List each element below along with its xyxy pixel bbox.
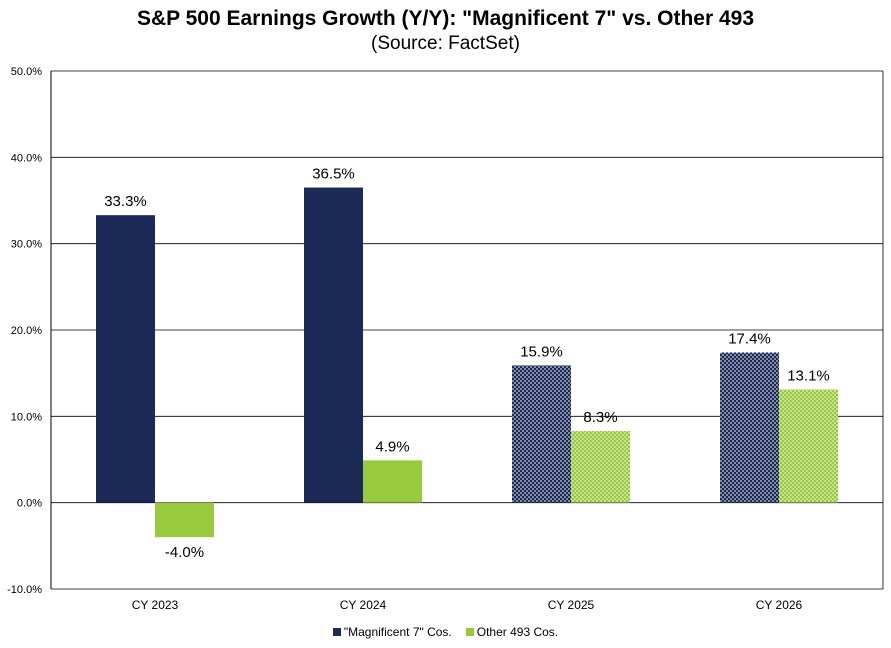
legend-swatch-mag7: [332, 628, 341, 636]
data-label-mag7: 36.5%: [312, 166, 355, 183]
legend-label-other493: Other 493 Cos.: [476, 625, 559, 639]
y-tick-label: 50.0%: [11, 66, 42, 78]
labels: CY 2023 33.3% -4.0% CY 2024 36.5% 4.9% CY 2025…: [104, 166, 830, 612]
bar-mag7: [96, 215, 155, 503]
data-label-other493: -4.0%: [165, 544, 204, 561]
x-tick-label: CY 2025: [548, 598, 595, 612]
bar-other493: [779, 389, 838, 503]
bar-mag7: [304, 187, 363, 503]
legend-item-other493: Other 493 Cos.: [465, 625, 559, 639]
bar-other493: [155, 502, 214, 538]
data-label-mag7: 17.4%: [728, 330, 771, 347]
legend: "Magnificent 7" Cos. Other 493 Cos.: [0, 625, 891, 639]
y-tick-label: 20.0%: [11, 325, 42, 337]
x-tick-label: CY 2026: [756, 598, 803, 612]
y-tick-label: 30.0%: [11, 239, 42, 251]
data-label-other493: 13.1%: [787, 368, 830, 385]
bars: [96, 187, 838, 538]
data-label-other493: 8.3%: [583, 409, 617, 426]
legend-swatch-other493: [465, 628, 474, 636]
bar-other493: [571, 431, 630, 503]
y-tick-label: 0.0%: [17, 498, 42, 510]
y-tick-label: -10.0%: [7, 584, 42, 596]
x-tick-label: CY 2023: [132, 598, 179, 612]
chart-title: S&P 500 Earnings Growth (Y/Y): "Magnific…: [136, 7, 755, 30]
legend-item-mag7: "Magnificent 7" Cos.: [332, 625, 452, 639]
y-tick-label: 40.0%: [11, 152, 42, 164]
bar-mag7: [720, 352, 779, 503]
legend-label-mag7: "Magnificent 7" Cos.: [343, 625, 452, 639]
data-label-mag7: 33.3%: [104, 193, 147, 210]
bar-mag7: [512, 365, 571, 503]
x-tick-label: CY 2024: [340, 598, 387, 612]
data-label-other493: 4.9%: [375, 438, 409, 455]
data-label-mag7: 15.9%: [520, 343, 563, 360]
y-tick-label: 10.0%: [11, 411, 42, 423]
bar-other493: [363, 460, 422, 503]
chart-subtitle: (Source: FactSet): [371, 33, 520, 54]
